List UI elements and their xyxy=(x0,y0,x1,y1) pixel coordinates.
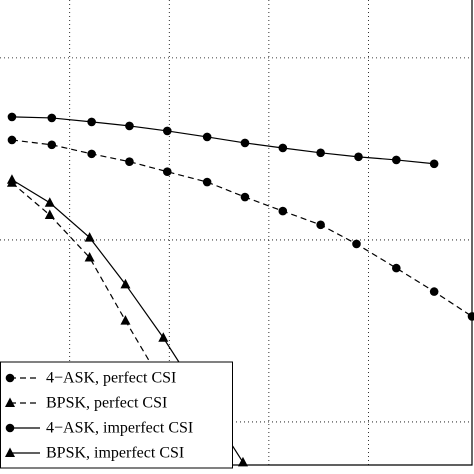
series-line xyxy=(11,116,435,165)
marker xyxy=(47,113,57,123)
marker xyxy=(125,121,134,131)
marker xyxy=(6,174,17,184)
legend-label: BPSK, imperfect CSI xyxy=(46,445,184,462)
legend-marker xyxy=(5,423,15,433)
marker xyxy=(44,197,55,207)
marker xyxy=(7,112,17,122)
marker xyxy=(158,332,169,342)
marker xyxy=(7,135,17,145)
marker xyxy=(429,159,439,169)
marker xyxy=(278,143,288,153)
legend-label: 4−ASK, imperfect CSI xyxy=(46,420,193,437)
marker xyxy=(120,278,131,289)
legend-marker xyxy=(5,447,15,457)
marker xyxy=(87,149,96,159)
marker xyxy=(392,263,401,273)
marker xyxy=(162,126,172,136)
marker xyxy=(202,177,212,187)
marker xyxy=(316,148,325,158)
marker xyxy=(202,132,212,142)
marker xyxy=(237,456,248,467)
marker xyxy=(352,239,361,249)
marker xyxy=(392,155,401,165)
series-line xyxy=(11,182,205,463)
legend-marker xyxy=(5,397,15,407)
marker xyxy=(316,220,325,230)
marker xyxy=(278,206,288,216)
marker xyxy=(84,252,95,262)
marker xyxy=(125,157,134,166)
marker xyxy=(47,140,57,150)
marker xyxy=(467,312,474,321)
legend-box xyxy=(0,361,233,469)
marker xyxy=(162,167,172,177)
series-line xyxy=(11,139,473,317)
legend-label: BPSK, perfect CSI xyxy=(46,395,167,412)
marker xyxy=(240,138,250,148)
marker xyxy=(44,209,55,220)
legend-marker xyxy=(5,373,15,383)
marker xyxy=(240,192,250,202)
marker xyxy=(120,315,131,325)
marker xyxy=(429,287,439,296)
marker xyxy=(354,152,363,162)
legend-label: 4−ASK, perfect CSI xyxy=(46,370,176,387)
legend: 4−ASK, perfect CSI BPSK, perfect CSI 4−ASK… xyxy=(0,361,233,469)
marker xyxy=(84,232,95,242)
marker xyxy=(87,117,96,127)
